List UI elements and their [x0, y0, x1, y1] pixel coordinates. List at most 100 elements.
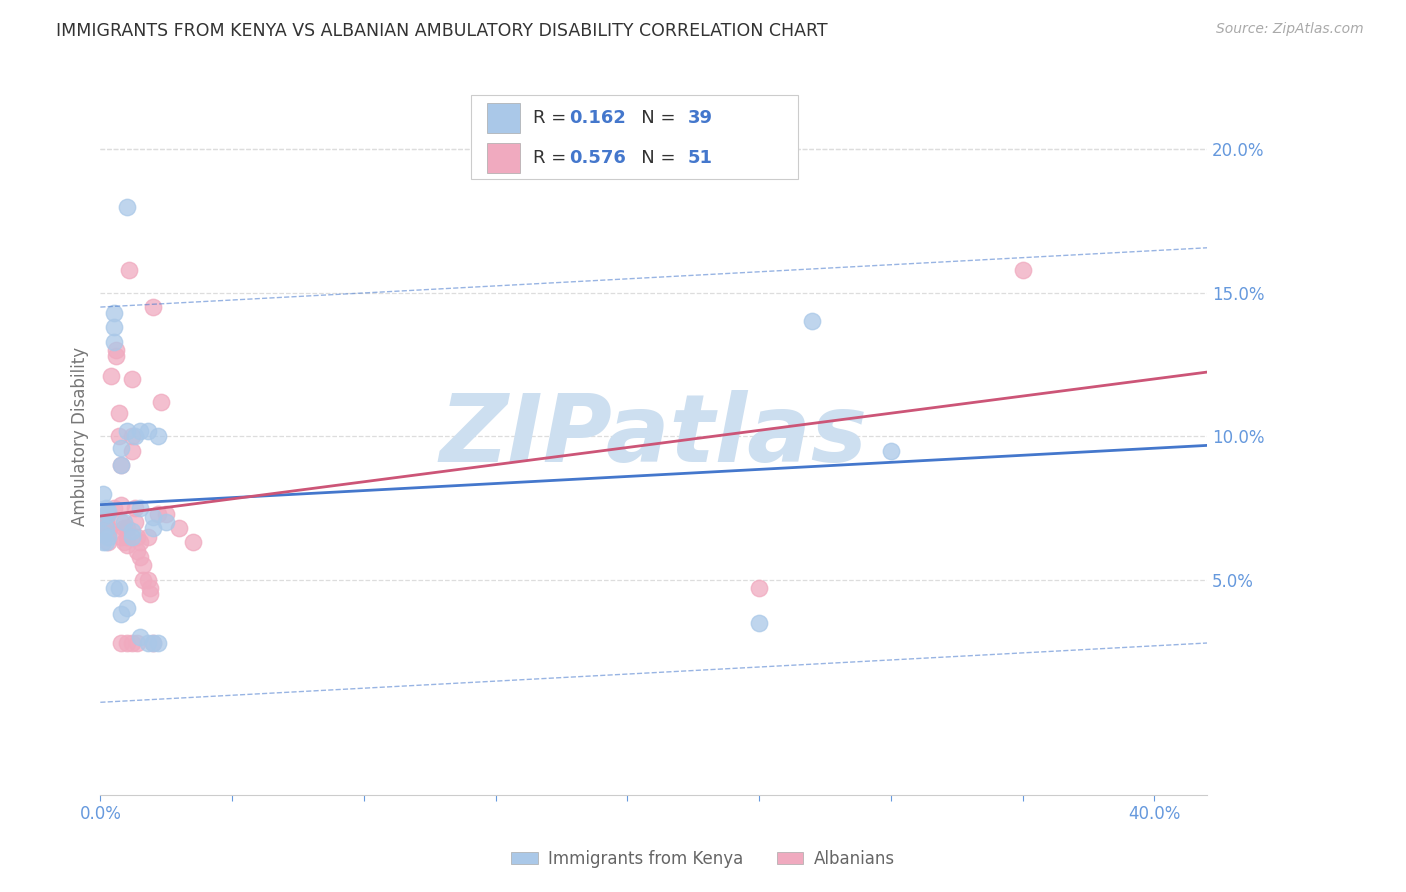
Text: ZIPatlas: ZIPatlas	[440, 391, 868, 483]
Point	[91, 509, 114, 524]
Point	[131, 558, 153, 573]
Point	[94, 507, 117, 521]
FancyBboxPatch shape	[471, 95, 797, 179]
Point	[121, 429, 143, 443]
Point	[110, 516, 132, 530]
Point	[103, 320, 125, 334]
Point	[115, 538, 138, 552]
Point	[121, 372, 143, 386]
Text: Source: ZipAtlas.com: Source: ZipAtlas.com	[1216, 22, 1364, 37]
Point	[136, 573, 159, 587]
Text: 0.576: 0.576	[569, 149, 627, 167]
Y-axis label: Ambulatory Disability: Ambulatory Disability	[72, 347, 89, 525]
Point	[136, 530, 159, 544]
Point	[115, 424, 138, 438]
Point	[127, 530, 149, 544]
Point	[169, 521, 191, 535]
Point	[142, 300, 165, 314]
Point	[128, 501, 150, 516]
Point	[139, 587, 162, 601]
Point	[124, 429, 146, 443]
Point	[115, 530, 138, 544]
Point	[155, 507, 177, 521]
Text: N =: N =	[624, 110, 681, 128]
Point	[118, 262, 141, 277]
Point	[128, 424, 150, 438]
Point	[112, 516, 135, 530]
Point	[103, 334, 125, 349]
Point	[97, 530, 120, 544]
Point	[91, 521, 114, 535]
Point	[115, 200, 138, 214]
Point	[124, 516, 146, 530]
Point	[148, 636, 170, 650]
Point	[181, 535, 204, 549]
Point	[94, 516, 117, 530]
Point	[97, 521, 120, 535]
Text: R =: R =	[533, 110, 572, 128]
Point	[110, 458, 132, 472]
Point	[155, 516, 177, 530]
Point	[105, 343, 128, 358]
Point	[107, 406, 129, 420]
Point	[91, 486, 114, 500]
Point	[124, 501, 146, 516]
Point	[91, 509, 114, 524]
Text: 39: 39	[688, 110, 713, 128]
Point	[121, 530, 143, 544]
Point	[94, 535, 117, 549]
Text: IMMIGRANTS FROM KENYA VS ALBANIAN AMBULATORY DISABILITY CORRELATION CHART: IMMIGRANTS FROM KENYA VS ALBANIAN AMBULA…	[56, 22, 828, 40]
Point	[115, 636, 138, 650]
Point	[127, 636, 149, 650]
Point	[110, 441, 132, 455]
Point	[121, 524, 143, 538]
Point	[142, 636, 165, 650]
Point	[97, 507, 120, 521]
Point	[91, 526, 114, 541]
Point	[148, 429, 170, 443]
Point	[115, 521, 138, 535]
Text: R =: R =	[533, 149, 572, 167]
Point	[136, 424, 159, 438]
Point	[94, 521, 117, 535]
Point	[105, 349, 128, 363]
Point	[800, 314, 823, 328]
Point	[136, 636, 159, 650]
Point	[142, 521, 165, 535]
Point	[1011, 262, 1033, 277]
Point	[94, 501, 117, 516]
Point	[131, 573, 153, 587]
Point	[112, 535, 135, 549]
Point	[112, 521, 135, 535]
Point	[115, 601, 138, 615]
Point	[107, 429, 129, 443]
FancyBboxPatch shape	[486, 143, 520, 173]
Point	[97, 526, 120, 541]
Point	[139, 582, 162, 596]
Point	[128, 630, 150, 644]
Point	[91, 535, 114, 549]
Point	[748, 582, 770, 596]
Point	[149, 394, 172, 409]
Point	[110, 607, 132, 622]
Point	[110, 636, 132, 650]
Point	[121, 636, 143, 650]
Point	[110, 530, 132, 544]
Point	[142, 509, 165, 524]
Point	[128, 549, 150, 564]
Point	[110, 458, 132, 472]
Point	[880, 443, 903, 458]
Point	[107, 582, 129, 596]
Point	[121, 443, 143, 458]
Point	[103, 582, 125, 596]
Point	[103, 501, 125, 516]
Point	[148, 507, 170, 521]
Point	[103, 306, 125, 320]
Point	[127, 544, 149, 558]
Point	[142, 636, 165, 650]
Point	[97, 535, 120, 549]
Point	[110, 498, 132, 512]
Point	[128, 535, 150, 549]
FancyBboxPatch shape	[486, 103, 520, 134]
Text: N =: N =	[624, 149, 681, 167]
